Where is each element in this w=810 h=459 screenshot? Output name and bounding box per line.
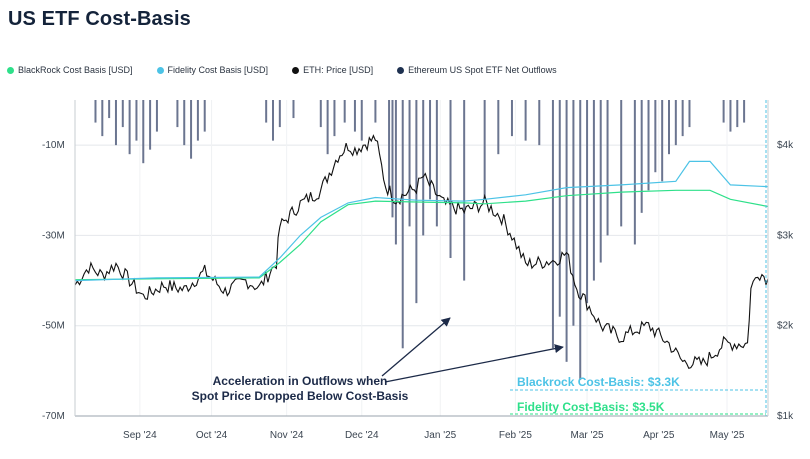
outflow-bar (600, 100, 602, 263)
outflow-bar (395, 100, 397, 244)
outflow-bar (265, 100, 267, 123)
outflow-bar (333, 100, 335, 136)
outflow-bar (135, 100, 137, 141)
outflow-bar (648, 100, 650, 190)
outflow-bar (204, 100, 206, 132)
outflow-bar (641, 100, 643, 213)
outflow-bar (682, 100, 684, 136)
outflow-bar (344, 100, 346, 123)
outflow-bar (538, 100, 540, 145)
outflow-bar (607, 100, 609, 235)
outflow-bar (743, 100, 745, 123)
outflow-bar (320, 100, 322, 127)
y-left-tick-label: -10M (42, 140, 65, 151)
outflow-bar (688, 100, 690, 127)
x-tick-label: Dec '24 (345, 430, 379, 441)
outflow-bar (176, 100, 178, 127)
outflow-bar (559, 100, 561, 317)
outflow-bar (197, 100, 199, 141)
outflow-bar (525, 100, 527, 141)
outflow-bar (292, 100, 294, 118)
outflow-bar (142, 100, 144, 163)
x-tick-label: Sep '24 (123, 430, 157, 441)
fidelity-cost-basis-line (75, 161, 768, 280)
outflow-bar (115, 100, 117, 145)
outflow-bar (156, 100, 158, 132)
outflow-bar (723, 100, 725, 123)
fidelity-cost-basis-label: Fidelity Cost-Basis: $3.5K (517, 400, 665, 414)
outflow-bars (94, 100, 745, 380)
outflow-bar (402, 100, 404, 348)
outflow-bar (354, 100, 356, 132)
x-tick-label: Nov '24 (270, 430, 304, 441)
grid (75, 100, 768, 416)
x-tick-label: May '25 (710, 430, 745, 441)
outflow-bar (149, 100, 151, 150)
annotation-line-2: Spot Price Dropped Below Cost-Basis (192, 389, 409, 403)
outflow-bar (129, 100, 131, 154)
outflow-bar (108, 100, 110, 118)
outflow-bar (552, 100, 554, 348)
x-tick-label: Oct '24 (196, 430, 228, 441)
blackrock-cost-basis-label: Blackrock Cost-Basis: $3.3K (517, 375, 680, 389)
overlays: Blackrock Cost-Basis: $3.3K Fidelity Cos… (192, 100, 766, 416)
outflow-bar (422, 100, 424, 235)
outflow-bar (579, 100, 581, 380)
outflow-bar (634, 100, 636, 244)
y-left-tick-label: -30M (42, 230, 65, 241)
outflow-bar (463, 100, 465, 281)
outflow-bar (388, 100, 390, 190)
y-left-tick-label: -50M (42, 321, 65, 332)
outflow-bar (484, 100, 486, 199)
annotation-line-1: Acceleration in Outflows when (213, 374, 388, 388)
outflow-bar (94, 100, 96, 123)
outflow-bar (511, 100, 513, 136)
outflow-bar (620, 100, 622, 226)
y-right-tick-label: $1k (777, 411, 794, 422)
outflow-bar (668, 100, 670, 154)
y-left-tick-label: -70M (42, 411, 65, 422)
outflow-bar (122, 100, 124, 127)
eth-price-line (75, 136, 768, 369)
x-tick-label: Mar '25 (571, 430, 604, 441)
y-right-tick-label: $2k (777, 321, 794, 332)
outflow-bar (450, 100, 452, 258)
y-right-tick-label: $4k (777, 140, 794, 151)
outflow-bar (586, 100, 588, 303)
y-right-tick-label: $3k (777, 230, 794, 241)
outflow-bar (572, 100, 574, 326)
outflow-bar (661, 100, 663, 181)
outflow-bar (729, 100, 731, 132)
outflow-bar (183, 100, 185, 145)
series-lines (75, 136, 768, 369)
outflow-bar (497, 100, 499, 154)
outflow-bar (101, 100, 103, 136)
outflow-bar (409, 100, 411, 226)
x-tick-label: Feb '25 (499, 430, 532, 441)
outflow-bar (436, 100, 438, 226)
outflow-bar (361, 100, 363, 141)
outflow-bar (374, 100, 376, 123)
outflow-bar (327, 100, 329, 154)
outflow-bar (654, 100, 656, 172)
outflow-bar (675, 100, 677, 145)
outflow-bar (272, 100, 274, 141)
x-tick-label: Jan '25 (424, 430, 456, 441)
outflow-bar (279, 100, 281, 127)
outflow-bar (736, 100, 738, 127)
x-tick-label: Apr '25 (643, 430, 675, 441)
outflow-bar (593, 100, 595, 281)
outflow-bar (566, 100, 568, 362)
outflow-bar (190, 100, 192, 159)
